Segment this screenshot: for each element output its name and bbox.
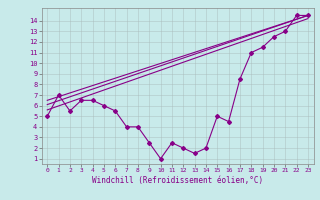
X-axis label: Windchill (Refroidissement éolien,°C): Windchill (Refroidissement éolien,°C) <box>92 176 263 185</box>
